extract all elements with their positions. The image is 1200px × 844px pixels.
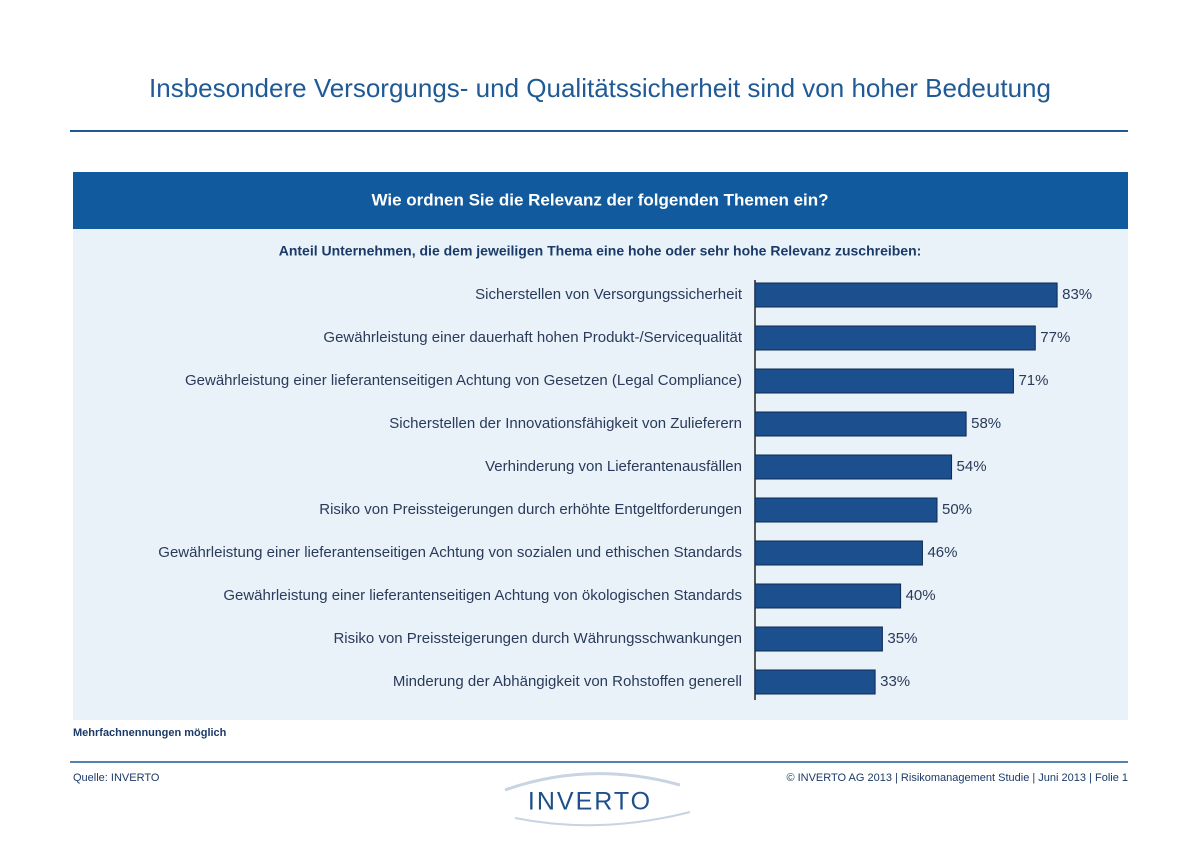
footnote: Mehrfachnennungen möglich (73, 727, 227, 739)
category-label: Gewährleistung einer lieferantenseitigen… (158, 544, 742, 561)
bar (754, 454, 953, 480)
bar (754, 497, 938, 523)
category-label: Sicherstellen der Innovationsfähigkeit v… (389, 415, 742, 432)
bar (754, 626, 883, 652)
value-label: 50% (942, 501, 972, 518)
logo: INVERTO (528, 788, 652, 816)
category-label: Sicherstellen von Versorgungssicherheit (475, 286, 743, 303)
bar (754, 282, 1058, 308)
category-label: Gewährleistung einer dauerhaft hohen Pro… (323, 329, 742, 346)
category-label: Risiko von Preissteigerungen durch erhöh… (319, 501, 742, 518)
logo-arc (504, 772, 681, 792)
bar (754, 669, 876, 695)
bar (754, 368, 1014, 394)
bar (754, 325, 1036, 351)
bar (754, 411, 967, 437)
value-label: 46% (927, 544, 957, 561)
value-label: 35% (887, 630, 917, 647)
slide-title: Insbesondere Versorgungs- und Qualitätss… (149, 73, 1051, 103)
value-label: 77% (1040, 329, 1070, 346)
question: Wie ordnen Sie die Relevanz der folgende… (371, 190, 828, 209)
value-label: 54% (957, 458, 987, 475)
chart-panel (73, 229, 1128, 720)
category-label: Verhinderung von Lieferantenausfällen (485, 458, 742, 475)
value-label: 40% (906, 587, 936, 604)
logo-arc (514, 811, 691, 827)
category-label: Gewährleistung einer lieferantenseitigen… (185, 372, 742, 389)
category-label: Minderung der Abhängigkeit von Rohstoffe… (393, 673, 742, 690)
chart-subtitle: Anteil Unternehmen, die dem jeweiligen T… (279, 243, 922, 259)
bars: Sicherstellen von Versorgungssicherheit 8… (158, 282, 1092, 695)
source: Quelle: INVERTO (73, 772, 160, 784)
category-label: Risiko von Preissteigerungen durch Währu… (333, 630, 742, 647)
category-label: Gewährleistung einer lieferantenseitigen… (223, 587, 742, 604)
value-label: 58% (971, 415, 1001, 432)
bar (754, 583, 902, 609)
footer: © INVERTO AG 2013 | Risikomanagement Stu… (786, 772, 1128, 784)
value-label: 33% (880, 673, 910, 690)
bar (754, 540, 923, 566)
value-label: 83% (1062, 286, 1092, 303)
value-label: 71% (1018, 372, 1048, 389)
question-band (73, 172, 1128, 229)
